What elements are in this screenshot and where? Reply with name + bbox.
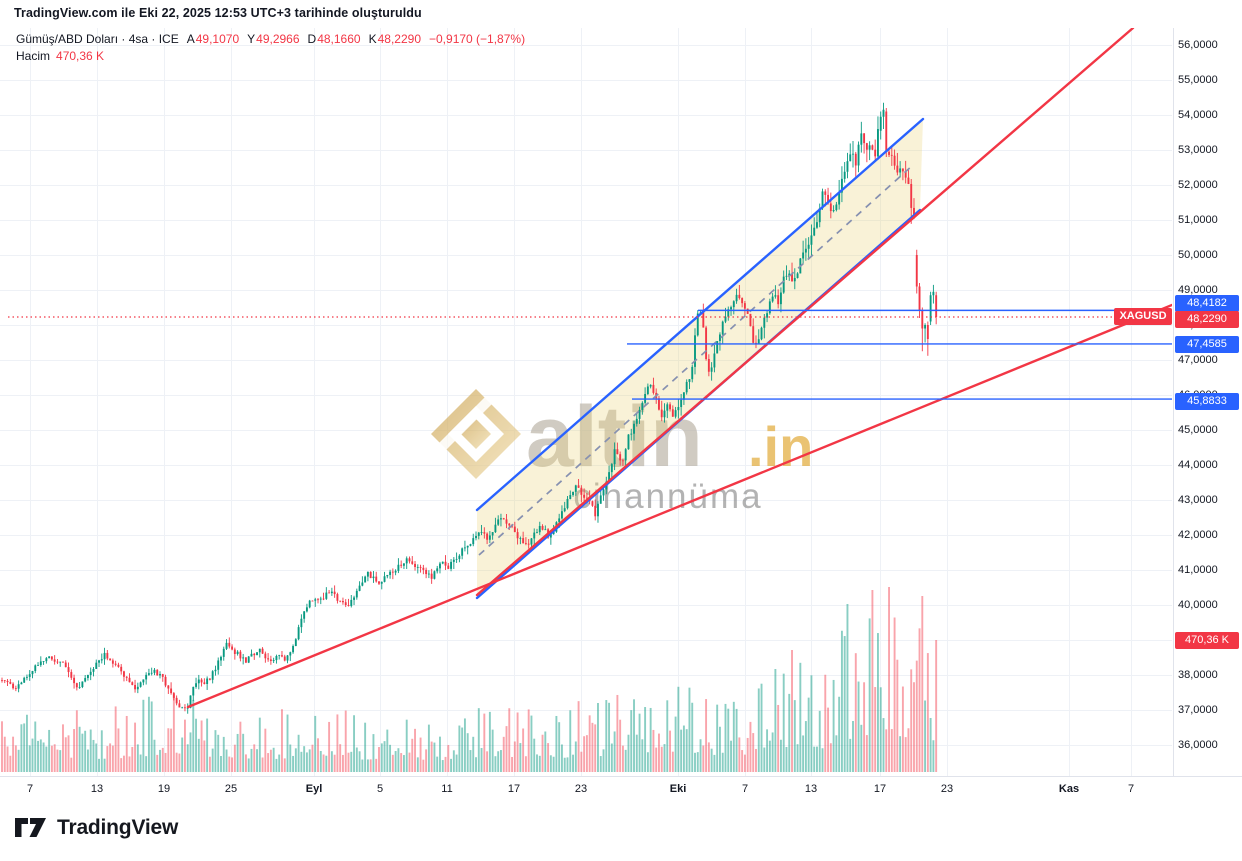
time-tick-label: 19 [157,783,171,795]
price-tick-label: 54,0000 [1178,109,1218,121]
trend-drawings [8,28,1172,709]
last-value-tag: 470,36 K [1175,631,1239,649]
price-tick-label: 56,0000 [1178,39,1218,51]
price-tick-label: 49,0000 [1178,284,1218,296]
time-tick-label: 23 [574,783,588,795]
price-tick-label: 37,0000 [1178,704,1218,716]
tradingview-footer-logo[interactable]: TradingView [14,816,178,840]
close-value: 48,2290 [377,32,421,46]
time-tick-label: Eki [669,783,687,795]
volume-legend-row: Hacim 470,36 K [16,49,104,63]
price-tick-label: 44,0000 [1178,459,1218,471]
symbol-title[interactable]: Gümüş/ABD Doları · 4sa · ICE [16,32,179,46]
symbol-legend-row: Gümüş/ABD Doları · 4sa · ICE A 49,1070 Y… [16,32,525,46]
time-tick-label: 7 [741,783,749,795]
price-tick-label: 55,0000 [1178,74,1218,86]
time-tick-label: 23 [940,783,954,795]
time-tick-label: 7 [26,783,34,795]
price-tick-label: 41,0000 [1178,564,1218,576]
volume-label: Hacim [16,49,51,63]
tradingview-wordmark: TradingView [57,816,179,839]
price-tick-label: 40,0000 [1178,599,1218,611]
high-label: Y [247,32,256,46]
price-tick-label: 43,0000 [1178,494,1218,506]
time-tick-label: 13 [90,783,104,795]
price-tick-label: 36,0000 [1178,739,1218,751]
low-label: D [307,32,317,46]
price-tick-label: 52,0000 [1178,179,1218,191]
svg-text:.in: .in [748,415,813,478]
last-value-tag: 48,2290 [1175,310,1239,328]
low-value: 48,1660 [317,32,361,46]
time-tick-label: 11 [441,783,453,795]
volume-series [1,587,938,772]
price-tick-label: 38,0000 [1178,669,1218,681]
symbol-price-tag: XAGUSD [1114,308,1172,326]
channel-upper-line [475,117,925,512]
red-trend-steep [475,28,1135,597]
level-price-tag: 45,8833 [1175,392,1239,410]
open-label: A [186,32,195,46]
high-value: 49,2966 [256,32,300,46]
level-price-tag: 47,4585 [1175,336,1239,353]
channel-mid-dashed-line [478,164,914,556]
time-tick-label: 25 [224,783,238,795]
price-tick-label: 42,0000 [1178,529,1218,541]
price-tick-label: 47,0000 [1178,354,1218,366]
time-scale-divider [0,776,1242,777]
time-tick-label: 17 [507,783,521,795]
trend-channel-fill [477,119,923,598]
price-scale-divider [1173,28,1174,776]
altin-logo-icon [431,389,521,479]
price-tick-label: 53,0000 [1178,144,1218,156]
time-tick-label: Eyl [305,783,323,795]
time-tick-label: 5 [376,783,384,795]
volume-value: 470,36 K [56,49,105,63]
grid [0,28,1172,776]
time-tick-label: 17 [873,783,887,795]
tradingview-mark-icon [15,818,46,837]
open-value: 49,1070 [195,32,240,46]
time-tick-label: Kas [1058,783,1080,795]
close-label: K [368,32,377,46]
change-value: −0,9170 (−1,87%) [429,32,526,46]
red-trend-long [186,303,1172,709]
time-tick-label: 7 [1127,783,1135,795]
price-tick-label: 50,0000 [1178,249,1218,261]
time-tick-label: 13 [804,783,818,795]
price-tick-label: 51,0000 [1178,214,1218,226]
price-tick-label: 45,0000 [1178,424,1218,436]
created-timestamp-text: TradingView.com ile Eki 22, 2025 12:53 U… [14,6,422,20]
level-price-tag: 48,4182 [1175,295,1239,312]
